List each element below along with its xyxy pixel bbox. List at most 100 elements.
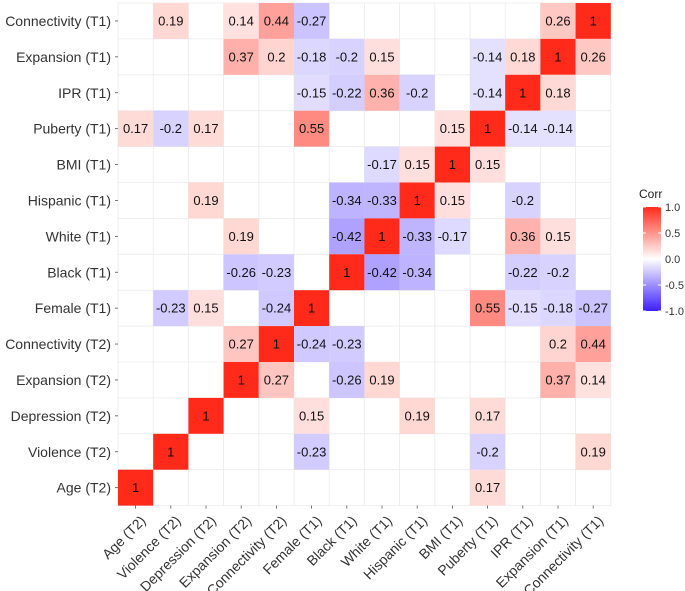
heatmap-cell (364, 362, 400, 398)
cell-value-label: -0.27 (297, 13, 327, 28)
cell-value-label: -0.2 (512, 193, 534, 208)
legend-tick-label: 0.5 (665, 228, 680, 240)
cell-value-label: -0.33 (367, 193, 397, 208)
row-label: Expansion (T2) (16, 372, 111, 388)
heatmap-cell (223, 3, 259, 39)
heatmap-cell (258, 254, 294, 291)
row-labels: Connectivity (T1) Expansion (T1) IPR (T1) P… (5, 13, 118, 496)
heatmap-cell (294, 110, 330, 147)
heatmap-cell (470, 110, 506, 147)
heatmap-cell (118, 469, 154, 506)
cell-value-label: 0.26 (545, 13, 570, 28)
cell-value-label: 0.36 (510, 229, 535, 244)
heatmap-cell (399, 182, 435, 219)
cell-value-label: 1 (484, 121, 491, 136)
cell-value-label: 0.2 (267, 49, 285, 64)
cell-value-label: 0.19 (405, 408, 430, 423)
legend-colorbar (643, 207, 661, 311)
heatmap-cell (329, 74, 365, 111)
cell-value-label: 0.14 (229, 13, 254, 28)
cell-value-label: 1 (202, 408, 209, 423)
cell-value-label: 1 (590, 13, 597, 28)
heatmap-cell (575, 38, 611, 75)
heatmap-cell (294, 433, 330, 470)
heatmap-cell (188, 397, 224, 434)
cell-value-label: 0.44 (581, 337, 606, 352)
cell-value-label: 1 (449, 157, 456, 172)
legend-tick-label: 1.0 (665, 202, 680, 214)
cell-value-label: -0.15 (508, 301, 538, 316)
heatmap-cell (399, 397, 435, 434)
heatmap-cell (153, 290, 189, 327)
heatmap-cell (505, 182, 541, 219)
heatmap-cell (258, 290, 294, 327)
heatmap-cell (329, 218, 365, 255)
heatmap-cell (118, 110, 154, 147)
heatmap-cell (399, 218, 435, 255)
cell-value-label: -0.23 (297, 444, 327, 459)
cell-value-label: 0.17 (123, 121, 148, 136)
row-label: Connectivity (T2) (5, 336, 111, 352)
cell-value-label: 0.36 (369, 85, 394, 100)
cell-value-label: 0.37 (545, 372, 570, 387)
cell-value-label: -0.27 (578, 301, 608, 316)
cell-value-label: 0.37 (229, 49, 254, 64)
heatmap-cell (575, 326, 611, 362)
cell-value-label: 0.55 (299, 121, 324, 136)
heatmap-cell (329, 38, 365, 75)
cell-value-label: 0.15 (405, 157, 430, 172)
cell-value-label: 0.15 (299, 408, 324, 423)
cell-value-label: -0.14 (543, 121, 573, 136)
cell-value-label: -0.18 (297, 49, 327, 64)
heatmap-cell (223, 218, 259, 255)
legend-tick-label: -1.0 (665, 306, 684, 318)
row-label: Expansion (T1) (16, 49, 111, 65)
cell-value-label: 0.2 (549, 337, 567, 352)
cell-value-label: -0.33 (402, 229, 432, 244)
cell-value-label: -0.2 (547, 265, 569, 280)
cell-value-label: 0.19 (581, 444, 606, 459)
row-label: Age (T2) (57, 480, 111, 496)
column-labels: Age (T2)Violence (T2)Depression (T2)Expa… (99, 505, 606, 591)
cell-value-label: -0.22 (508, 265, 538, 280)
heatmap-cell (258, 362, 294, 398)
heatmap-cell (364, 146, 400, 183)
heatmap-cell (294, 3, 330, 39)
heatmap-cell (294, 38, 330, 75)
cell-value-label: 0.17 (475, 408, 500, 423)
heatmap-cell (258, 3, 294, 39)
heatmap-cell (223, 38, 259, 75)
cell-value-label: -0.26 (332, 372, 362, 387)
cell-value-label: 1 (167, 444, 174, 459)
row-label: Hispanic (T1) (28, 192, 111, 208)
legend-title: Corr (639, 187, 662, 201)
cell-value-label: 0.27 (229, 337, 254, 352)
heatmap-cell (153, 3, 189, 39)
heatmap-cell (505, 290, 541, 327)
heatmap-cell (575, 362, 611, 398)
heatmap-cell (470, 397, 506, 434)
cell-value-label: -0.2 (406, 85, 428, 100)
row-label: Connectivity (T1) (5, 13, 111, 29)
cell-value-label: 1 (273, 337, 280, 352)
cell-value-label: 1 (343, 265, 350, 280)
row-label: Female (T1) (35, 300, 111, 316)
cell-value-label: -0.34 (332, 193, 362, 208)
cell-value-label: 0.15 (369, 49, 394, 64)
row-label: IPR (T1) (58, 85, 111, 101)
heatmap-cell (153, 433, 189, 470)
row-label: Puberty (T1) (33, 121, 111, 137)
heatmap-cell (470, 290, 506, 327)
heatmap-cell (399, 74, 435, 111)
heatmap-cell (223, 254, 259, 291)
heatmap-cell (540, 254, 576, 291)
cell-value-label: -0.23 (332, 337, 362, 352)
heatmap-cell (329, 362, 365, 398)
heatmap-cell (329, 182, 365, 219)
cell-value-label: 0.19 (369, 372, 394, 387)
row-label: BMI (T1) (57, 157, 111, 173)
heatmap-cell (540, 326, 576, 362)
heatmap-cell (575, 290, 611, 327)
heatmap-cell (540, 74, 576, 111)
cell-value-label: -0.34 (402, 265, 432, 280)
